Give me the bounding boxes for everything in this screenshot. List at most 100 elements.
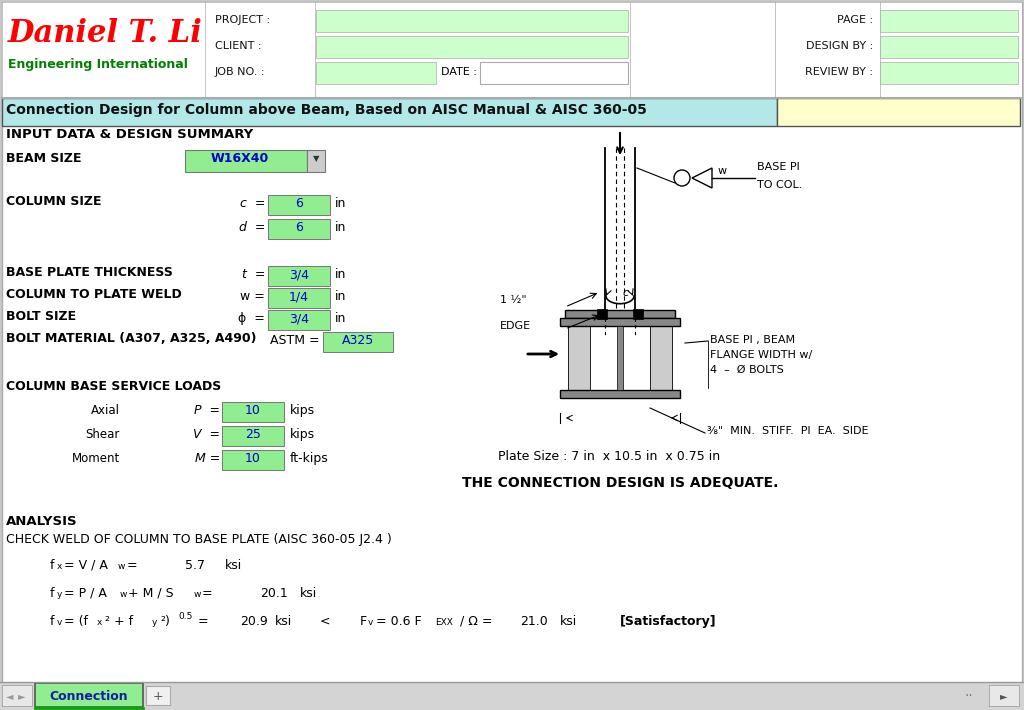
Text: in: in [335, 312, 346, 325]
Text: BASE Pl: BASE Pl [757, 162, 800, 172]
Bar [268, 266, 330, 286]
Text: w: w [194, 590, 202, 599]
Text: 21.0: 21.0 [520, 615, 548, 628]
Bar [268, 195, 330, 215]
Bar [617, 326, 623, 390]
Bar [146, 686, 170, 705]
Text: =: = [198, 615, 209, 628]
Text: BEAM SIZE: BEAM SIZE [6, 152, 82, 165]
Text: 20.1: 20.1 [260, 587, 288, 600]
Text: COLUMN BASE SERVICE LOADS: COLUMN BASE SERVICE LOADS [6, 380, 221, 393]
Bar [560, 390, 680, 398]
Text: Engineering International: Engineering International [8, 58, 187, 71]
Text: PAGE :: PAGE : [837, 15, 873, 25]
Text: BOLT SIZE: BOLT SIZE [6, 310, 76, 323]
Text: DESIGN BY :: DESIGN BY : [806, 41, 873, 51]
Bar [565, 310, 675, 318]
Text: 5.7: 5.7 [185, 559, 205, 572]
Text: Plate Size : 7 in  x 10.5 in  x 0.75 in: Plate Size : 7 in x 10.5 in x 0.75 in [498, 450, 720, 463]
Text: + M / S: + M / S [128, 587, 174, 600]
Text: 0.5: 0.5 [178, 612, 193, 621]
Text: ksi: ksi [275, 615, 292, 628]
Bar [650, 326, 672, 390]
Text: kips: kips [290, 428, 315, 441]
Text: 6: 6 [295, 221, 303, 234]
Text: ◄: ◄ [6, 691, 13, 701]
Text: Moment: Moment [72, 452, 120, 465]
Bar [880, 62, 1018, 84]
Text: Connection: Connection [50, 689, 128, 702]
Text: BASE Pl , BEAM: BASE Pl , BEAM [710, 335, 795, 345]
Text: in: in [335, 221, 346, 234]
Text: ksi: ksi [225, 559, 243, 572]
Text: ►: ► [1000, 691, 1008, 701]
Text: in: in [335, 268, 346, 281]
Text: t  =: t = [242, 268, 265, 281]
Text: = P / A: = P / A [63, 587, 106, 600]
Text: y: y [57, 590, 62, 599]
Text: BASE PLATE THICKNESS: BASE PLATE THICKNESS [6, 266, 173, 279]
Bar [222, 450, 284, 470]
Text: kips: kips [290, 404, 315, 417]
Text: ϕ  =: ϕ = [239, 312, 265, 325]
Text: 20.9: 20.9 [240, 615, 267, 628]
Text: EDGE: EDGE [500, 321, 531, 331]
Text: P  =: P = [194, 404, 220, 417]
Text: 25: 25 [245, 428, 261, 441]
Bar [597, 309, 607, 319]
Text: = (f: = (f [63, 615, 88, 628]
Bar [880, 10, 1018, 32]
Text: PROJECT :: PROJECT : [215, 15, 270, 25]
Text: =: = [127, 559, 137, 572]
Bar [316, 10, 628, 32]
Text: ksi: ksi [560, 615, 578, 628]
Text: 1 ½": 1 ½" [500, 295, 526, 305]
Text: x: x [57, 562, 62, 571]
Text: ··: ·· [965, 689, 974, 703]
Text: 6: 6 [295, 197, 303, 210]
Text: Connection Design for Column above Beam, Based on AISC Manual & AISC 360-05: Connection Design for Column above Beam,… [6, 103, 647, 117]
Text: M =: M = [195, 452, 220, 465]
Text: INPUT DATA & DESIGN SUMMARY: INPUT DATA & DESIGN SUMMARY [6, 128, 253, 141]
Text: A325: A325 [342, 334, 374, 347]
Bar [777, 98, 1020, 126]
Text: d  =: d = [239, 221, 265, 234]
Text: TO COL.: TO COL. [757, 180, 803, 190]
Text: CLIENT :: CLIENT : [215, 41, 261, 51]
Bar [316, 36, 628, 58]
Bar [268, 310, 330, 330]
Text: f: f [50, 587, 54, 600]
Text: y: y [152, 618, 158, 627]
Text: =: = [202, 587, 213, 600]
Text: ⅜"  MIN.  STIFF.  Pl  EA.  SIDE: ⅜" MIN. STIFF. Pl EA. SIDE [707, 426, 868, 436]
Bar [2, 685, 32, 706]
Text: w: w [118, 562, 125, 571]
Bar [222, 402, 284, 422]
Text: / Ω =: / Ω = [460, 615, 493, 628]
Text: [Satisfactory]: [Satisfactory] [620, 615, 717, 628]
Text: 10: 10 [245, 404, 261, 417]
Text: Shear: Shear [86, 428, 120, 441]
Bar [307, 150, 325, 172]
Text: 4  –  Ø BOLTS: 4 – Ø BOLTS [710, 365, 783, 375]
Text: f: f [50, 559, 54, 572]
Text: COLUMN SIZE: COLUMN SIZE [6, 195, 101, 208]
Text: ASTM =: ASTM = [270, 334, 319, 347]
Text: <: < [319, 615, 331, 628]
Text: 3/4: 3/4 [289, 268, 309, 281]
Bar [633, 309, 643, 319]
Text: x: x [97, 618, 102, 627]
Text: CHECK WELD OF COLUMN TO BASE PLATE (AISC 360-05 J2.4 ): CHECK WELD OF COLUMN TO BASE PLATE (AISC… [6, 533, 392, 546]
Bar [989, 685, 1019, 706]
Bar [268, 288, 330, 308]
Bar [0, 682, 1024, 710]
Text: c  =: c = [240, 197, 265, 210]
Bar [268, 219, 330, 239]
Bar [222, 426, 284, 446]
Bar [185, 150, 307, 172]
Text: in: in [335, 197, 346, 210]
Text: = V / A: = V / A [63, 559, 108, 572]
Text: DATE :: DATE : [441, 67, 477, 77]
Text: Daniel T. Li: Daniel T. Li [8, 18, 203, 49]
Text: +: + [153, 689, 163, 702]
